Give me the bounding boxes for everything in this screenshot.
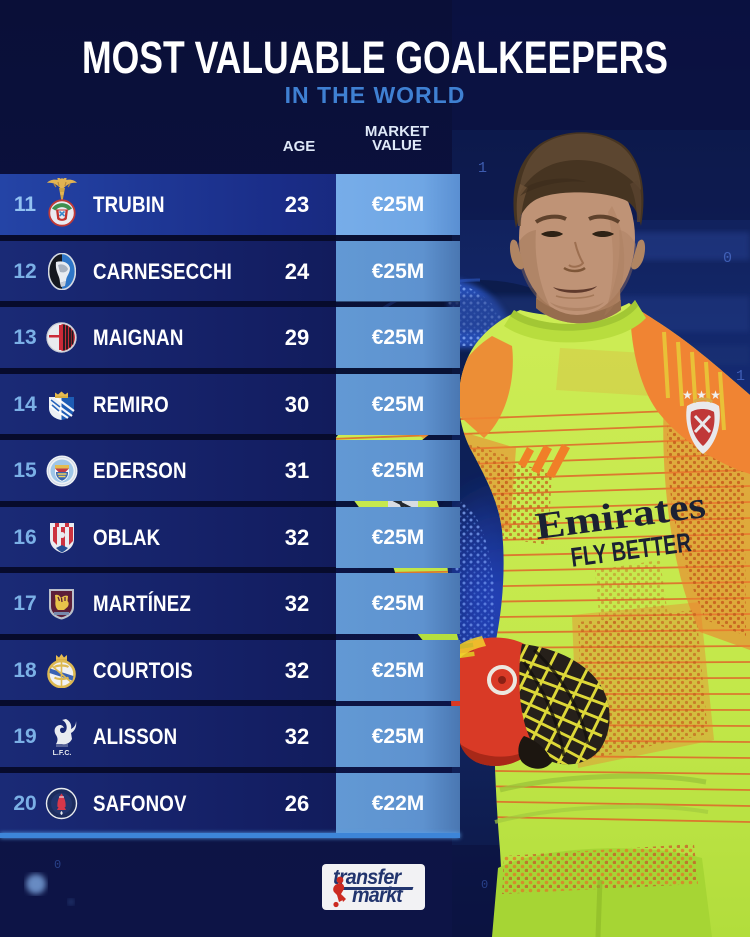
svg-text:0: 0 (723, 250, 732, 267)
svg-text:0: 0 (481, 878, 488, 892)
svg-text:L.F.C.: L.F.C. (52, 750, 71, 757)
svg-text:1: 1 (478, 160, 487, 177)
svg-text:1: 1 (736, 368, 745, 385)
svg-text:★ ★ ★: ★ ★ ★ (682, 388, 721, 402)
svg-text:0: 0 (54, 858, 61, 872)
